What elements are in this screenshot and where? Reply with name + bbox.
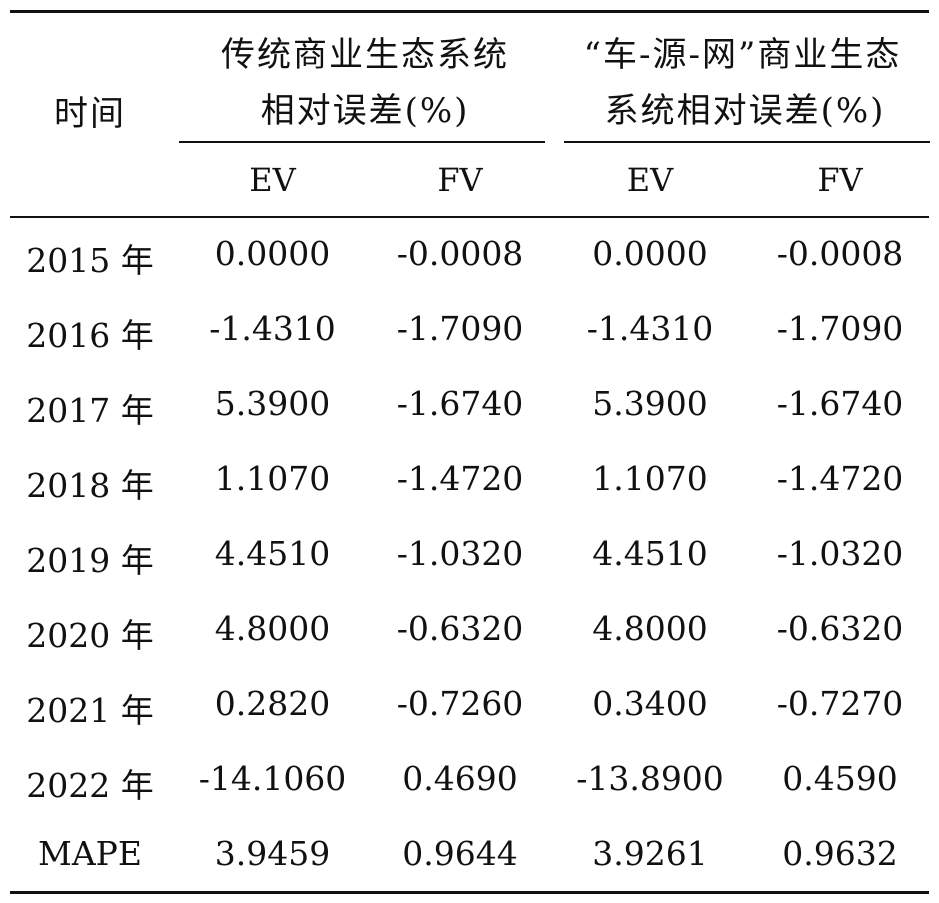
row-label: 2021 年 xyxy=(26,691,154,730)
cell-traditional-fv: -1.4720 xyxy=(396,459,524,498)
cell-network-fv: -1.7090 xyxy=(776,309,904,348)
cell-traditional-ev: -14.1060 xyxy=(198,759,347,798)
header-rule xyxy=(10,216,929,218)
header-group2-line2: 系统相对误差(%) xyxy=(604,91,886,131)
cell-network-fv: -0.0008 xyxy=(776,234,904,273)
row-label: 2015 年 xyxy=(26,241,154,280)
cell-network-fv: -1.4720 xyxy=(776,459,904,498)
row-label: 2017 年 xyxy=(26,391,154,430)
cell-network-fv: 0.9632 xyxy=(782,834,898,873)
cell-traditional-fv: -1.6740 xyxy=(396,384,524,423)
row-label: 2019 年 xyxy=(26,541,154,580)
cell-traditional-ev: 4.4510 xyxy=(214,534,331,573)
cell-traditional-fv: -1.0320 xyxy=(396,534,524,573)
row-label: 2020 年 xyxy=(26,616,154,655)
cell-network-ev: -1.4310 xyxy=(586,309,714,348)
header-group1-line2: 相对误差(%) xyxy=(260,91,470,131)
cell-network-ev: 4.8000 xyxy=(592,609,708,648)
cell-traditional-ev: 5.3900 xyxy=(214,384,331,423)
cell-network-ev: 5.3900 xyxy=(592,384,708,423)
cell-traditional-fv: -0.0008 xyxy=(396,234,524,273)
bottom-rule xyxy=(10,891,929,894)
row-label: 2022 年 xyxy=(26,766,154,805)
header-time: 时间 xyxy=(54,94,126,134)
cell-traditional-fv: 0.4690 xyxy=(402,759,518,798)
cell-traditional-fv: -1.7090 xyxy=(396,309,524,348)
header-group2-line1: “车-源-网”商业生态 xyxy=(583,35,902,75)
cell-traditional-ev: 4.8000 xyxy=(214,609,331,648)
header-group1-line1: 传统商业生态系统 xyxy=(221,35,509,75)
cell-network-ev: 1.1070 xyxy=(592,459,708,498)
cell-traditional-fv: -0.6320 xyxy=(396,609,524,648)
cell-network-ev: 4.4510 xyxy=(592,534,708,573)
row-label: 2016 年 xyxy=(26,316,154,355)
group2-underline xyxy=(564,141,930,143)
cell-network-fv: -0.7270 xyxy=(776,684,904,723)
cell-traditional-ev: 3.9459 xyxy=(214,834,331,873)
subheader-fv-1: FV xyxy=(437,161,483,199)
cell-traditional-ev: 0.0000 xyxy=(214,234,331,273)
subheader-ev-1: EV xyxy=(249,161,296,199)
cell-traditional-ev: -1.4310 xyxy=(209,309,336,348)
subheader-fv-2: FV xyxy=(817,161,863,199)
cell-traditional-ev: 0.2820 xyxy=(214,684,331,723)
cell-network-fv: -0.6320 xyxy=(776,609,904,648)
cell-traditional-fv: -0.7260 xyxy=(396,684,524,723)
row-label: MAPE xyxy=(38,834,142,873)
row-label: 2018 年 xyxy=(26,466,154,505)
cell-network-ev: 0.0000 xyxy=(592,234,708,273)
cell-network-fv: -1.0320 xyxy=(776,534,904,573)
cell-network-fv: -1.6740 xyxy=(776,384,904,423)
cell-network-ev: 3.9261 xyxy=(592,834,708,873)
cell-traditional-ev: 1.1070 xyxy=(214,459,331,498)
cell-network-ev: -13.8900 xyxy=(576,759,724,798)
cell-traditional-fv: 0.9644 xyxy=(402,834,518,873)
cell-network-fv: 0.4590 xyxy=(782,759,898,798)
group1-underline xyxy=(179,141,545,143)
cell-network-ev: 0.3400 xyxy=(592,684,708,723)
top-rule xyxy=(10,10,929,13)
subheader-ev-2: EV xyxy=(626,161,674,199)
